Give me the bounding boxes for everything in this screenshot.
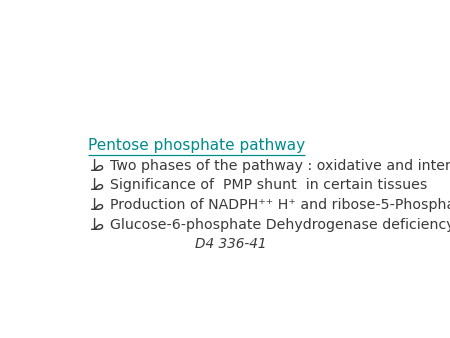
Text: Two phases of the pathway : oxidative and interconversion phase: Two phases of the pathway : oxidative an… bbox=[110, 159, 450, 173]
Text: ط: ط bbox=[90, 198, 104, 213]
Text: ط: ط bbox=[90, 159, 104, 174]
Text: Pentose phosphate pathway: Pentose phosphate pathway bbox=[88, 138, 305, 153]
Text: ط: ط bbox=[90, 218, 104, 233]
Text: D4 336-41: D4 336-41 bbox=[195, 237, 266, 251]
Text: Significance of  PMP shunt  in certain tissues: Significance of PMP shunt in certain tis… bbox=[110, 178, 428, 193]
Text: Production of NADPH⁺⁺ H⁺ and ribose-5-Phosphate: Production of NADPH⁺⁺ H⁺ and ribose-5-Ph… bbox=[110, 198, 450, 212]
Text: Glucose-6-phosphate Dehydrogenase deficiency and hemolytic anemia: Glucose-6-phosphate Dehydrogenase defici… bbox=[110, 218, 450, 232]
Text: ط: ط bbox=[90, 178, 104, 193]
